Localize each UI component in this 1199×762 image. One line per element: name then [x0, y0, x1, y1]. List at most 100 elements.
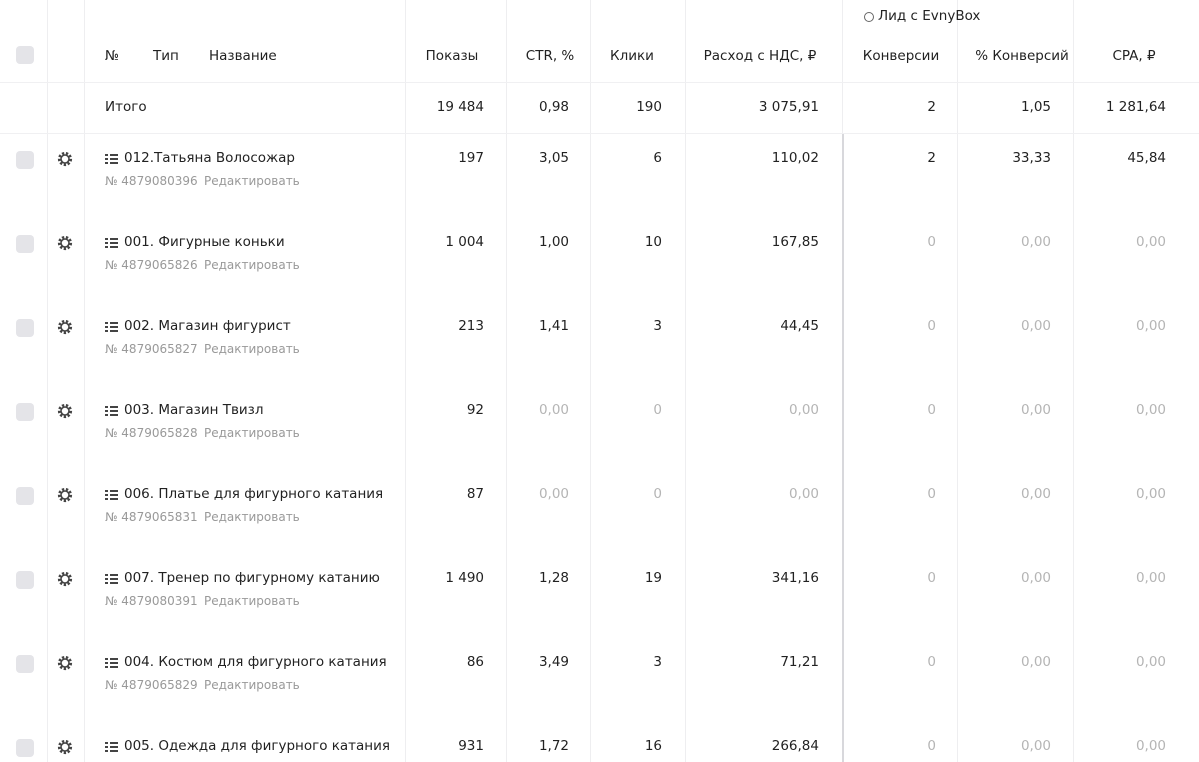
type-icon	[105, 740, 118, 752]
edit-link[interactable]: Редактировать	[204, 678, 300, 692]
settings-icon[interactable]	[56, 234, 74, 252]
settings-icon[interactable]	[56, 570, 74, 588]
metric-value: 10	[644, 234, 662, 250]
column-header[interactable]: Тип	[153, 48, 179, 64]
campaign-name[interactable]: 012.Татьяна Волосожар	[124, 150, 296, 166]
metric-value: 0	[927, 570, 936, 586]
settings-icon[interactable]	[56, 402, 74, 420]
metric-value: 0,00	[1135, 570, 1166, 586]
column-header[interactable]: CPA, ₽	[1112, 48, 1156, 64]
metric-value: 213	[458, 318, 484, 334]
column-divider	[84, 0, 85, 762]
row-checkbox[interactable]	[16, 235, 34, 253]
type-icon	[105, 236, 118, 248]
column-header[interactable]: Показы	[425, 48, 479, 64]
metric-value: 0,00	[1020, 402, 1051, 418]
totals-value: 2	[927, 99, 936, 115]
edit-link[interactable]: Редактировать	[204, 426, 300, 440]
campaign-name[interactable]: 007. Тренер по фигурному катанию	[124, 570, 380, 586]
metric-value: 0,00	[1135, 738, 1166, 754]
column-divider	[47, 0, 48, 762]
metric-value: 0	[927, 738, 936, 754]
column-divider	[957, 0, 958, 762]
column-header[interactable]: Конверсии	[862, 48, 940, 64]
metric-value: 0	[653, 486, 662, 502]
row-checkbox[interactable]	[16, 319, 34, 337]
settings-icon[interactable]	[56, 486, 74, 504]
totals-value: 190	[636, 99, 662, 115]
totals-value: 19 484	[436, 99, 484, 115]
metric-value: 110,02	[771, 150, 819, 166]
settings-icon[interactable]	[56, 318, 74, 336]
frozen-divider	[842, 133, 844, 762]
column-header[interactable]: % Конверсий	[975, 48, 1069, 64]
row-checkbox[interactable]	[16, 655, 34, 673]
row-checkbox[interactable]	[16, 739, 34, 757]
metric-value: 3,49	[538, 654, 569, 670]
metric-value: 3	[653, 654, 662, 670]
metric-value: 0	[927, 654, 936, 670]
metric-value: 6	[653, 150, 662, 166]
metric-value: 19	[644, 570, 662, 586]
row-checkbox[interactable]	[16, 403, 34, 421]
edit-link[interactable]: Редактировать	[204, 258, 300, 272]
group-label: Лид с EvnyBox	[878, 8, 981, 24]
metric-value: 0	[653, 402, 662, 418]
totals-value: 1,05	[1020, 99, 1051, 115]
campaign-id: № 4879065828	[105, 426, 198, 440]
campaign-name[interactable]: 004. Костюм для фигурного катания	[124, 654, 387, 670]
type-icon	[105, 488, 118, 500]
campaign-name[interactable]: 001. Фигурные коньки	[124, 234, 285, 250]
metric-value: 1 004	[445, 234, 484, 250]
edit-link[interactable]: Редактировать	[204, 594, 300, 608]
row-checkbox[interactable]	[16, 487, 34, 505]
edit-link[interactable]: Редактировать	[204, 510, 300, 524]
totals-value: 3 075,91	[758, 99, 819, 115]
campaign-name[interactable]: 006. Платье для фигурного катания	[124, 486, 384, 502]
column-header[interactable]: Название	[209, 48, 277, 64]
metric-value: 33,33	[1012, 150, 1051, 166]
metric-value: 167,85	[771, 234, 819, 250]
metric-value: 0	[927, 486, 936, 502]
column-header[interactable]: №	[105, 48, 120, 64]
metric-value: 1 490	[445, 570, 484, 586]
metric-value: 45,84	[1127, 150, 1166, 166]
metric-value: 0,00	[1135, 654, 1166, 670]
settings-icon[interactable]	[56, 738, 74, 756]
settings-icon[interactable]	[56, 654, 74, 672]
metric-value: 1,72	[538, 738, 569, 754]
select-all-checkbox[interactable]	[16, 46, 34, 64]
metric-value: 0,00	[538, 402, 569, 418]
type-icon	[105, 572, 118, 584]
row-checkbox[interactable]	[16, 571, 34, 589]
campaign-name[interactable]: 002. Магазин фигурист	[124, 318, 291, 334]
type-icon	[105, 656, 118, 668]
metric-value: 0,00	[788, 402, 819, 418]
metric-value: 44,45	[780, 318, 819, 334]
column-header[interactable]: Клики	[610, 48, 654, 64]
header-divider	[0, 82, 1199, 83]
metric-value: 931	[458, 738, 484, 754]
settings-icon[interactable]	[56, 150, 74, 168]
metric-value: 0	[927, 318, 936, 334]
row-checkbox[interactable]	[16, 151, 34, 169]
campaign-name[interactable]: 003. Магазин Твизл	[124, 402, 264, 418]
metric-value: 0,00	[1020, 234, 1051, 250]
metric-value: 3	[653, 318, 662, 334]
edit-link[interactable]: Редактировать	[204, 342, 300, 356]
column-header[interactable]: CTR, %	[525, 48, 575, 64]
metric-value: 0,00	[788, 486, 819, 502]
column-divider	[590, 0, 591, 762]
totals-label: Итого	[105, 99, 147, 115]
column-header[interactable]: Расход с НДС, ₽	[703, 48, 817, 64]
campaign-name[interactable]: 005. Одежда для фигурного катания	[124, 738, 391, 754]
type-icon	[105, 320, 118, 332]
type-icon	[105, 152, 118, 164]
metric-value: 87	[466, 486, 484, 502]
edit-link[interactable]: Редактировать	[204, 174, 300, 188]
metric-value: 0,00	[1135, 318, 1166, 334]
campaign-id: № 4879080391	[105, 594, 198, 608]
metric-value: 1,41	[538, 318, 569, 334]
metric-value: 3,05	[538, 150, 569, 166]
